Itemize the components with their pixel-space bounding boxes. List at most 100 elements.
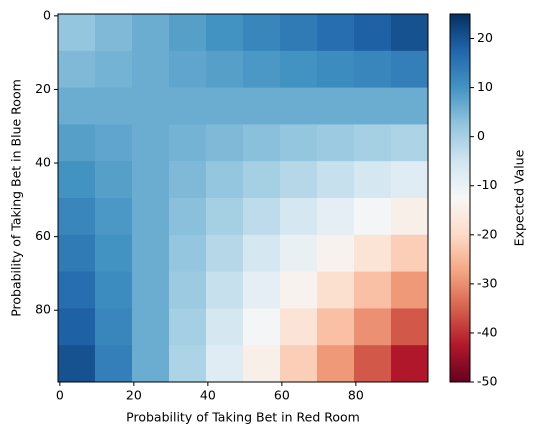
y-tick-label: 60 (35, 228, 51, 243)
heatmap-cell (354, 161, 392, 199)
heatmap-cell (243, 234, 281, 273)
heatmap-cell (243, 87, 281, 125)
heatmap-cell (132, 124, 170, 162)
colorbar-tick-label: -40 (477, 324, 497, 339)
heatmap-cell (206, 161, 244, 199)
heatmap-cell (391, 124, 429, 162)
heatmap-cell (206, 50, 244, 89)
y-axis-label: Probability of Taking Bet in Blue Room (9, 79, 24, 317)
heatmap-cell (169, 161, 207, 199)
heatmap-cell (391, 198, 429, 236)
x-tick-label: 20 (126, 388, 142, 403)
heatmap-cell (169, 124, 207, 162)
heatmap-cell (206, 345, 244, 383)
heatmap-cell (169, 345, 207, 383)
heatmap-cell (206, 124, 244, 162)
heatmap-cell (280, 271, 318, 309)
heatmap-cell (206, 271, 244, 309)
heatmap-cell (58, 50, 96, 89)
heatmap-cell (206, 87, 244, 125)
heatmap-cell (132, 161, 170, 199)
heatmap-cell (206, 308, 244, 346)
heatmap-cell (391, 161, 429, 199)
heatmap-cell (58, 308, 96, 346)
heatmap-cell (95, 234, 133, 273)
colorbar-tick-label: -20 (477, 226, 497, 241)
heatmap-cell (243, 124, 281, 162)
heatmap-cell (354, 234, 392, 273)
heatmap-cell (95, 308, 133, 346)
heatmap-cell (391, 345, 429, 383)
heatmap-cell (58, 345, 96, 383)
heatmap-cell (58, 198, 96, 236)
heatmap-cell (206, 14, 244, 52)
x-tick-label: 0 (56, 388, 64, 403)
y-tick-label: 0 (43, 7, 51, 22)
heatmap-cell (317, 271, 355, 309)
colorbar-label: Expected Value (512, 149, 527, 246)
heatmap-cell (317, 198, 355, 236)
heatmap-cell (169, 87, 207, 125)
heatmap-cell (169, 271, 207, 309)
heatmap-cell (354, 14, 392, 52)
heatmap-cell (317, 87, 355, 125)
heatmap-cell (317, 14, 355, 52)
x-tick-label: 80 (348, 388, 364, 403)
y-tick-label: 20 (35, 81, 51, 96)
heatmap-cell (280, 14, 318, 52)
heatmap-cell (132, 50, 170, 89)
heatmap-cell (391, 14, 429, 52)
x-tick-label: 40 (200, 388, 216, 403)
heatmap-cell (58, 234, 96, 273)
heatmap-cell (243, 345, 281, 383)
heatmap-cell (354, 50, 392, 89)
heatmap-cell (169, 308, 207, 346)
heatmap-cell (58, 271, 96, 309)
heatmap (58, 14, 429, 383)
heatmap-cell (206, 198, 244, 236)
colorbar (449, 13, 471, 383)
heatmap-cell (95, 87, 133, 125)
heatmap-cell (391, 87, 429, 125)
heatmap-cell (391, 234, 429, 273)
heatmap-cell (243, 161, 281, 199)
heatmap-cell (95, 124, 133, 162)
heatmap-cell (243, 198, 281, 236)
heatmap-cell (95, 50, 133, 89)
heatmap-cell (317, 234, 355, 273)
colorbar-tick-label: 20 (477, 30, 493, 45)
heatmap-cell (132, 14, 170, 52)
heatmap-cell (280, 198, 318, 236)
heatmap-cell (354, 308, 392, 346)
axes-frame (57, 13, 429, 383)
heatmap-cell (317, 308, 355, 346)
heatmap-cell (354, 345, 392, 383)
heatmap-cell (354, 198, 392, 236)
heatmap-cell (391, 50, 429, 89)
y-tick-label: 80 (35, 302, 51, 317)
heatmap-cell (132, 271, 170, 309)
heatmap-cell (169, 234, 207, 273)
heatmap-cell (243, 308, 281, 346)
heatmap-cell (243, 50, 281, 89)
heatmap-cell (169, 198, 207, 236)
heatmap-cell (317, 161, 355, 199)
heatmap-cell (95, 271, 133, 309)
heatmap-cell (206, 234, 244, 273)
heatmap-cell (169, 14, 207, 52)
heatmap-cell (132, 234, 170, 273)
heatmap-cell (317, 50, 355, 89)
heatmap-cell (280, 87, 318, 125)
colorbar-tick-label: 0 (477, 128, 485, 143)
heatmap-cell (169, 50, 207, 89)
heatmap-cell (58, 124, 96, 162)
colorbar-tick-label: -50 (477, 374, 497, 389)
heatmap-cell (95, 14, 133, 52)
heatmap-cell (280, 161, 318, 199)
heatmap-cell (280, 124, 318, 162)
heatmap-cell (317, 345, 355, 383)
heatmap-cell (243, 271, 281, 309)
y-tick-label: 40 (35, 155, 51, 170)
x-tick-label: 60 (274, 388, 290, 403)
